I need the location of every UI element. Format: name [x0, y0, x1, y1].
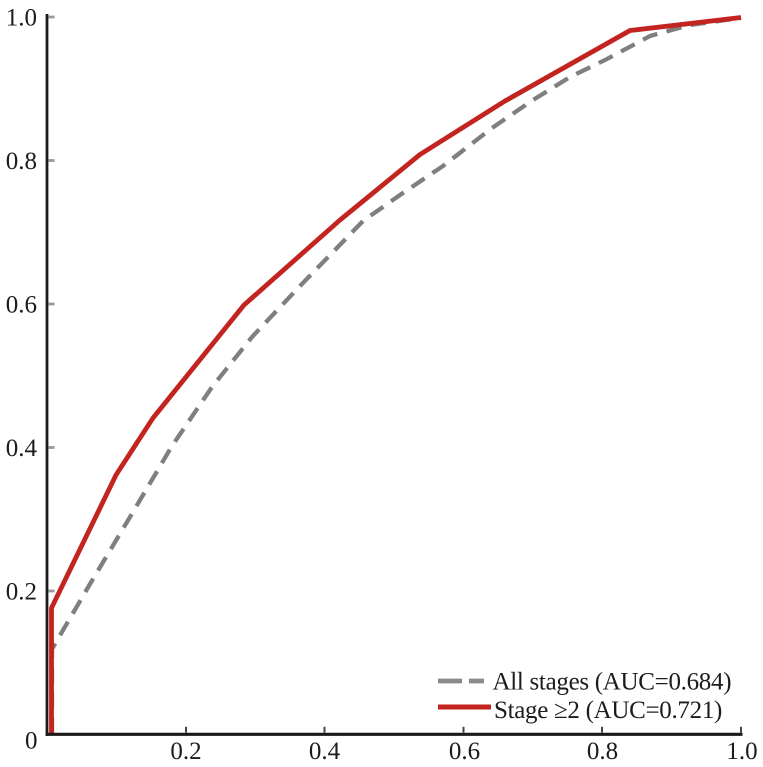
- svg-text:Stage ≥2 (AUC=0.721): Stage ≥2 (AUC=0.721): [494, 697, 722, 724]
- svg-text:0.2: 0.2: [170, 738, 201, 765]
- svg-text:0.6: 0.6: [6, 291, 37, 318]
- svg-text:0.2: 0.2: [6, 578, 37, 605]
- svg-text:0.4: 0.4: [309, 738, 341, 765]
- svg-text:0.4: 0.4: [6, 435, 38, 462]
- svg-text:0.8: 0.8: [587, 738, 618, 765]
- svg-text:1.0: 1.0: [6, 4, 37, 31]
- svg-text:0.6: 0.6: [449, 738, 480, 765]
- svg-text:All stages (AUC=0.684): All stages (AUC=0.684): [493, 669, 732, 696]
- svg-text:0.8: 0.8: [6, 148, 37, 175]
- svg-text:1.0: 1.0: [726, 738, 757, 765]
- svg-text:0: 0: [25, 728, 38, 755]
